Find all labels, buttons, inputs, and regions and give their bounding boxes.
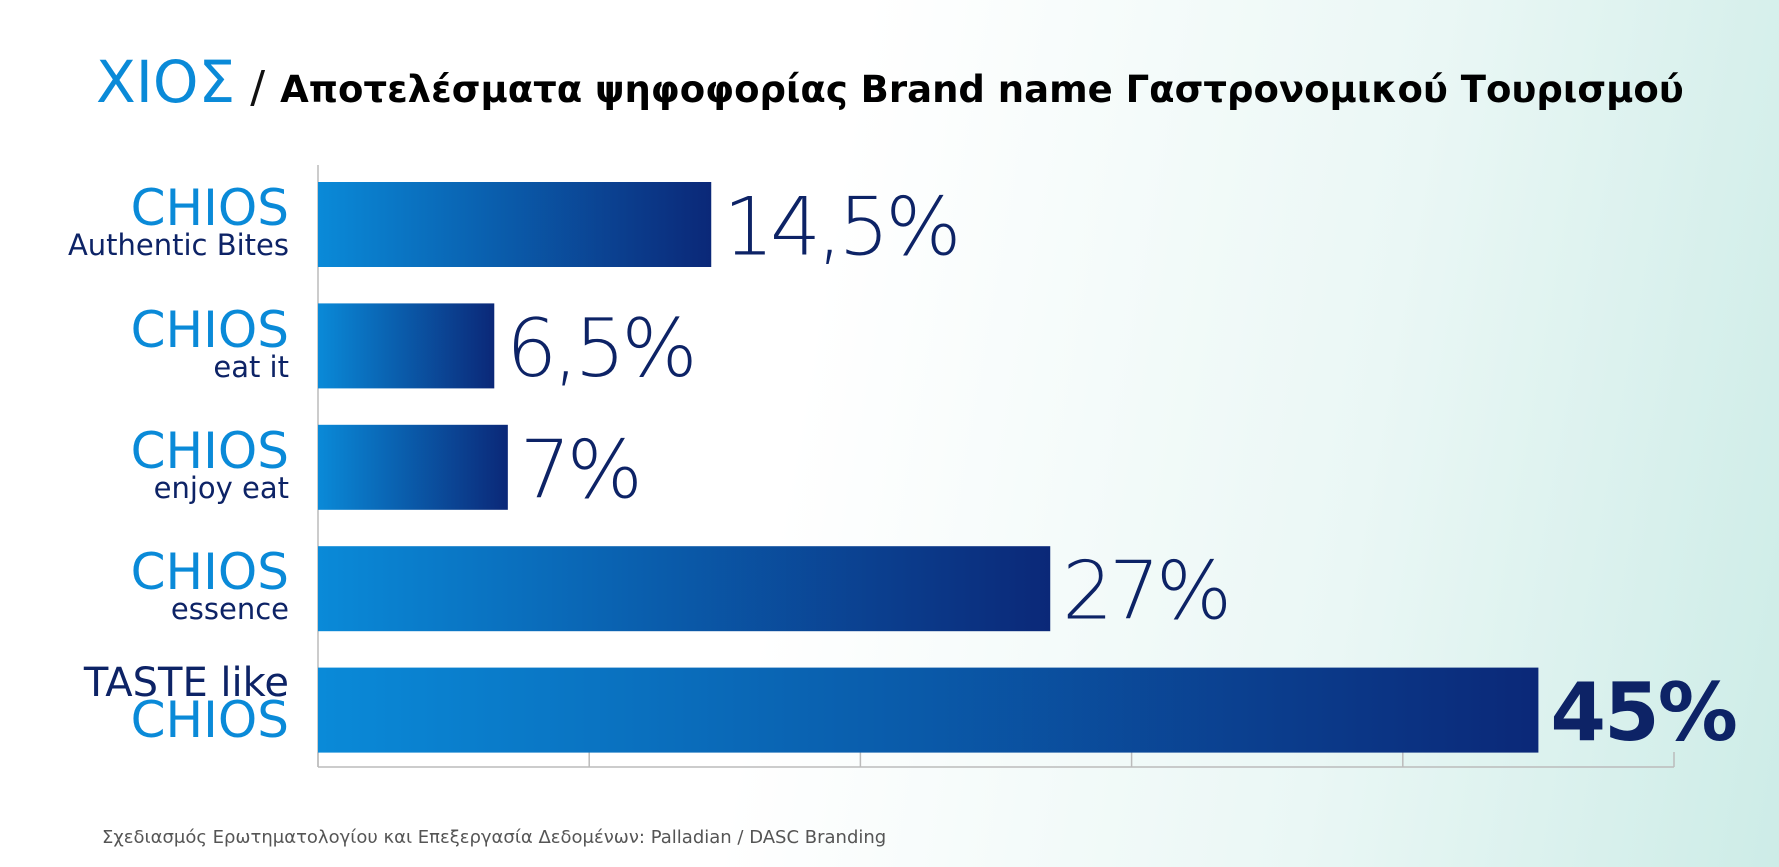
- category-label: CHIOS: [131, 301, 289, 359]
- bar: [318, 303, 495, 389]
- category-label: eat it: [213, 350, 289, 384]
- chart-title: ΧΙΟΣ / Αποτελέσματα ψηφοφορίας Brand nam…: [96, 48, 1684, 116]
- category-label: CHIOS: [131, 179, 289, 237]
- category-label: CHIOS: [131, 422, 289, 480]
- title-prefix: ΧΙΟΣ: [96, 48, 235, 116]
- bar: [318, 667, 1539, 753]
- value-label: 27%: [1062, 545, 1228, 638]
- value-label: 7%: [520, 423, 639, 516]
- value-label: 45%: [1550, 666, 1735, 759]
- category-label: Authentic Bites: [68, 228, 289, 262]
- category-label: CHIOS: [131, 543, 289, 601]
- category-label: CHIOS: [131, 691, 289, 749]
- category-label: enjoy eat: [154, 471, 289, 505]
- bar: [318, 424, 508, 510]
- title-text: Αποτελέσματα ψηφοφορίας Brand name Γαστρ…: [280, 68, 1684, 111]
- value-label: 14,5%: [723, 181, 957, 274]
- title-separator: /: [250, 62, 265, 113]
- value-label: 6,5%: [506, 302, 693, 395]
- category-label: TASTE like: [83, 660, 289, 706]
- bar: [318, 546, 1051, 632]
- category-label: essence: [171, 592, 289, 626]
- bar: [318, 182, 712, 267]
- footnote: Σχεδιασμός Ερωτηματολογίου και Επεξεργασ…: [102, 827, 886, 848]
